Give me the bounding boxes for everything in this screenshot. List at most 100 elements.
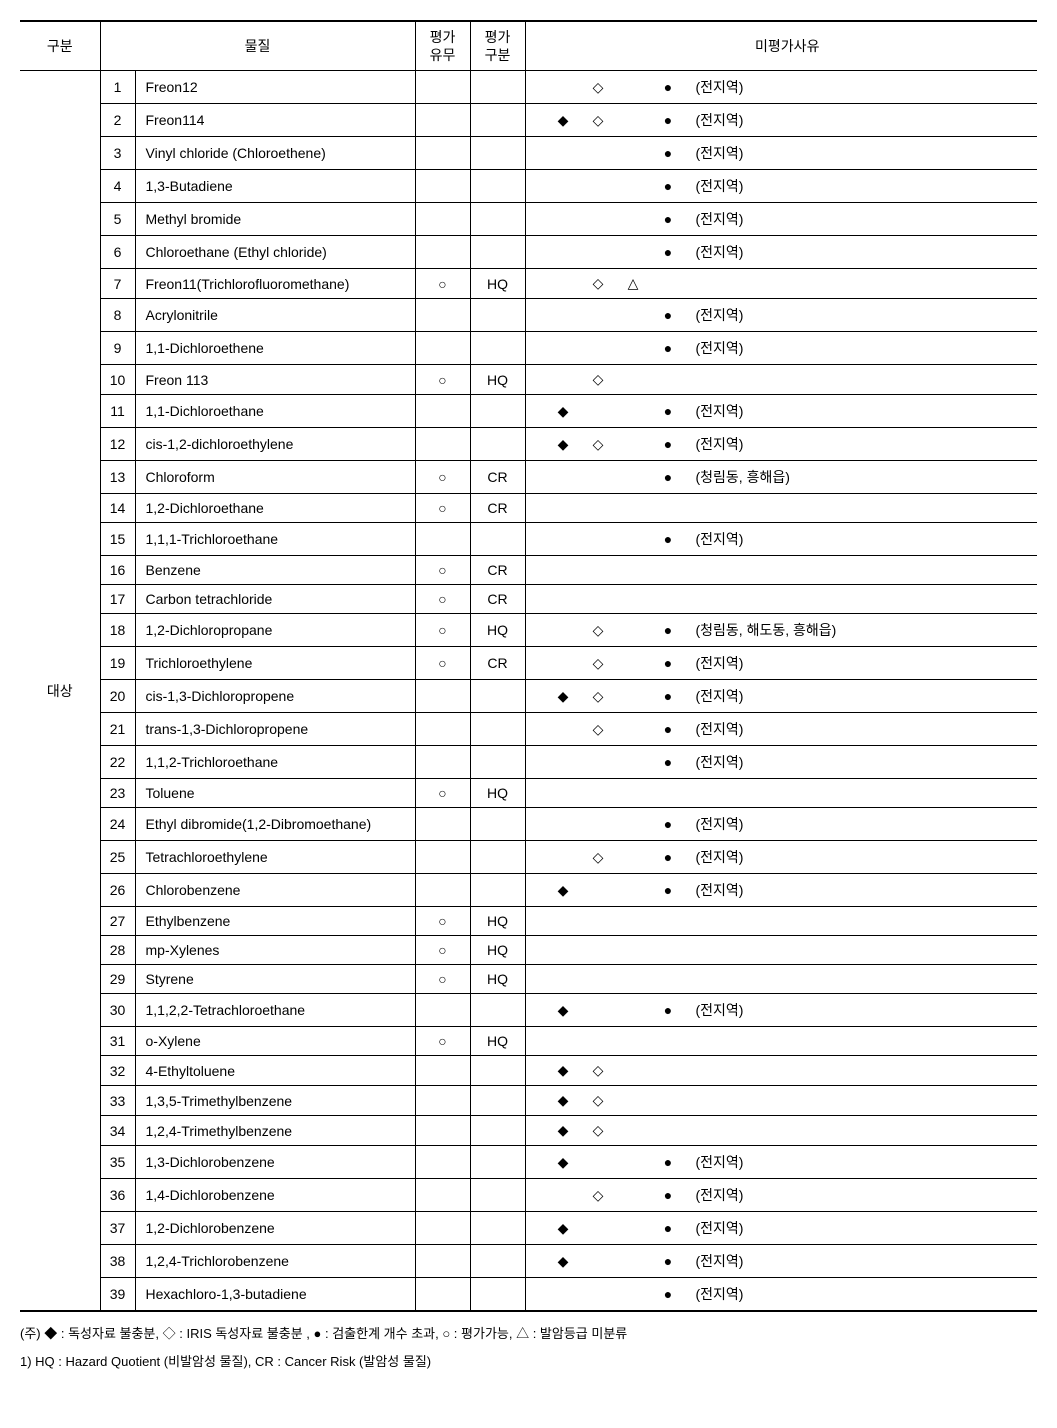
substance-name: 1,2,4-Trimethylbenzene bbox=[135, 1116, 415, 1146]
region-text: (전지역) bbox=[696, 814, 744, 834]
eval-yn-cell: ○ bbox=[415, 936, 470, 965]
table-row: 181,2-Dichloropropane○HQ◇●(청림동, 해도동, 흥해읍… bbox=[20, 614, 1037, 647]
row-number: 13 bbox=[100, 461, 135, 494]
eval-type-cell: HQ bbox=[470, 907, 525, 936]
substance-name: 1,2-Dichloropropane bbox=[135, 614, 415, 647]
diamond-open-icon: ◇ bbox=[581, 622, 616, 639]
circle-filled-icon: ● bbox=[651, 211, 686, 227]
substance-name: Carbon tetrachloride bbox=[135, 585, 415, 614]
reason-cell bbox=[525, 1027, 1037, 1056]
circle-filled-icon: ● bbox=[651, 655, 686, 671]
region-text: (전지역) bbox=[696, 338, 744, 358]
diamond-filled-icon: ◆ bbox=[546, 403, 581, 420]
eval-type-cell bbox=[470, 1245, 525, 1278]
reason-cell: ●(전지역) bbox=[525, 1278, 1037, 1312]
row-number: 14 bbox=[100, 494, 135, 523]
row-number: 36 bbox=[100, 1179, 135, 1212]
circle-filled-icon: ● bbox=[651, 882, 686, 898]
eval-type-cell bbox=[470, 1212, 525, 1245]
table-row: 대상1Freon12◇●(전지역) bbox=[20, 71, 1037, 104]
region-text: (청림동, 해도동, 흥해읍) bbox=[696, 620, 837, 640]
eval-yn-cell bbox=[415, 680, 470, 713]
diamond-open-icon: ◇ bbox=[581, 1062, 616, 1079]
reason-cell: ◆●(전지역) bbox=[525, 994, 1037, 1027]
table-row: 371,2-Dichlorobenzene◆●(전지역) bbox=[20, 1212, 1037, 1245]
row-number: 34 bbox=[100, 1116, 135, 1146]
reason-cell: ◆◇●(전지역) bbox=[525, 428, 1037, 461]
reason-cell: ● (청림동, 흥해읍) bbox=[525, 461, 1037, 494]
substance-name: Chloroethane (Ethyl chloride) bbox=[135, 236, 415, 269]
circle-filled-icon: ● bbox=[651, 307, 686, 323]
row-number: 23 bbox=[100, 779, 135, 808]
eval-yn-cell bbox=[415, 523, 470, 556]
table-row: 27Ethylbenzene○HQ bbox=[20, 907, 1037, 936]
eval-type-cell: HQ bbox=[470, 269, 525, 299]
table-row: 16Benzene○CR bbox=[20, 556, 1037, 585]
eval-type-cell bbox=[470, 236, 525, 269]
reason-cell: ●(전지역) bbox=[525, 236, 1037, 269]
diamond-open-icon: ◇ bbox=[581, 849, 616, 866]
substance-evaluation-table: 구분 물질 평가유무 평가구분 미평가사유 대상1Freon12◇●(전지역)2… bbox=[20, 20, 1037, 1312]
circle-filled-icon: ● bbox=[651, 721, 686, 737]
circle-filled-icon: ● bbox=[651, 1220, 686, 1236]
table-header-row: 구분 물질 평가유무 평가구분 미평가사유 bbox=[20, 21, 1037, 71]
eval-type-cell bbox=[470, 713, 525, 746]
reason-cell: ◆◇ bbox=[525, 1086, 1037, 1116]
circle-filled-icon: ● bbox=[651, 79, 686, 95]
diamond-open-icon: ◇ bbox=[581, 1187, 616, 1204]
table-row: 361,4-Dichlorobenzene◇●(전지역) bbox=[20, 1179, 1037, 1212]
reason-cell bbox=[525, 494, 1037, 523]
row-number: 27 bbox=[100, 907, 135, 936]
substance-name: Hexachloro-1,3-butadiene bbox=[135, 1278, 415, 1312]
circle-filled-icon: ● bbox=[651, 436, 686, 452]
circle-filled-icon: ● bbox=[651, 469, 686, 485]
substance-name: Methyl bromide bbox=[135, 203, 415, 236]
region-text: (청림동, 흥해읍) bbox=[696, 467, 790, 487]
eval-yn-cell: ○ bbox=[415, 269, 470, 299]
row-number: 1 bbox=[100, 71, 135, 104]
row-number: 29 bbox=[100, 965, 135, 994]
row-number: 38 bbox=[100, 1245, 135, 1278]
header-eval-yn: 평가유무 bbox=[415, 21, 470, 71]
eval-yn-cell bbox=[415, 395, 470, 428]
reason-cell: ●(전지역) bbox=[525, 523, 1037, 556]
table-row: 29Styrene○HQ bbox=[20, 965, 1037, 994]
row-number: 26 bbox=[100, 874, 135, 907]
row-number: 7 bbox=[100, 269, 135, 299]
row-number: 16 bbox=[100, 556, 135, 585]
eval-yn-cell: ○ bbox=[415, 461, 470, 494]
substance-name: 4-Ethyltoluene bbox=[135, 1056, 415, 1086]
table-row: 2Freon114◆◇●(전지역) bbox=[20, 104, 1037, 137]
row-number: 17 bbox=[100, 585, 135, 614]
region-text: (전지역) bbox=[696, 686, 744, 706]
reason-cell: ◇●(전지역) bbox=[525, 713, 1037, 746]
table-row: 5Methyl bromide●(전지역) bbox=[20, 203, 1037, 236]
eval-yn-cell bbox=[415, 428, 470, 461]
region-text: (전지역) bbox=[696, 529, 744, 549]
eval-type-cell: HQ bbox=[470, 965, 525, 994]
row-number: 4 bbox=[100, 170, 135, 203]
eval-yn-cell bbox=[415, 299, 470, 332]
region-text: (전지역) bbox=[696, 77, 744, 97]
table-row: 20cis-1,3-Dichloropropene◆◇●(전지역) bbox=[20, 680, 1037, 713]
eval-yn-cell bbox=[415, 236, 470, 269]
table-row: 24Ethyl dibromide(1,2-Dibromoethane)●(전지… bbox=[20, 808, 1037, 841]
row-number: 25 bbox=[100, 841, 135, 874]
eval-yn-cell bbox=[415, 1278, 470, 1312]
table-row: 151,1,1-Trichloroethane●(전지역) bbox=[20, 523, 1037, 556]
reason-cell: ●(전지역) bbox=[525, 137, 1037, 170]
region-text: (전지역) bbox=[696, 880, 744, 900]
table-row: 13Chloroform○CR●(청림동, 흥해읍) bbox=[20, 461, 1037, 494]
header-reason: 미평가사유 bbox=[525, 21, 1037, 71]
table-row: 341,2,4-Trimethylbenzene◆◇ bbox=[20, 1116, 1037, 1146]
region-text: (전지역) bbox=[696, 1284, 744, 1304]
region-text: (전지역) bbox=[696, 434, 744, 454]
circle-filled-icon: ● bbox=[651, 340, 686, 356]
region-text: (전지역) bbox=[696, 143, 744, 163]
region-text: (전지역) bbox=[696, 242, 744, 262]
table-row: 23Toluene○HQ bbox=[20, 779, 1037, 808]
eval-type-cell bbox=[470, 1179, 525, 1212]
table-row: 8Acrylonitrile●(전지역) bbox=[20, 299, 1037, 332]
table-row: 351,3-Dichlorobenzene◆●(전지역) bbox=[20, 1146, 1037, 1179]
reason-cell: ◆◇●(전지역) bbox=[525, 680, 1037, 713]
